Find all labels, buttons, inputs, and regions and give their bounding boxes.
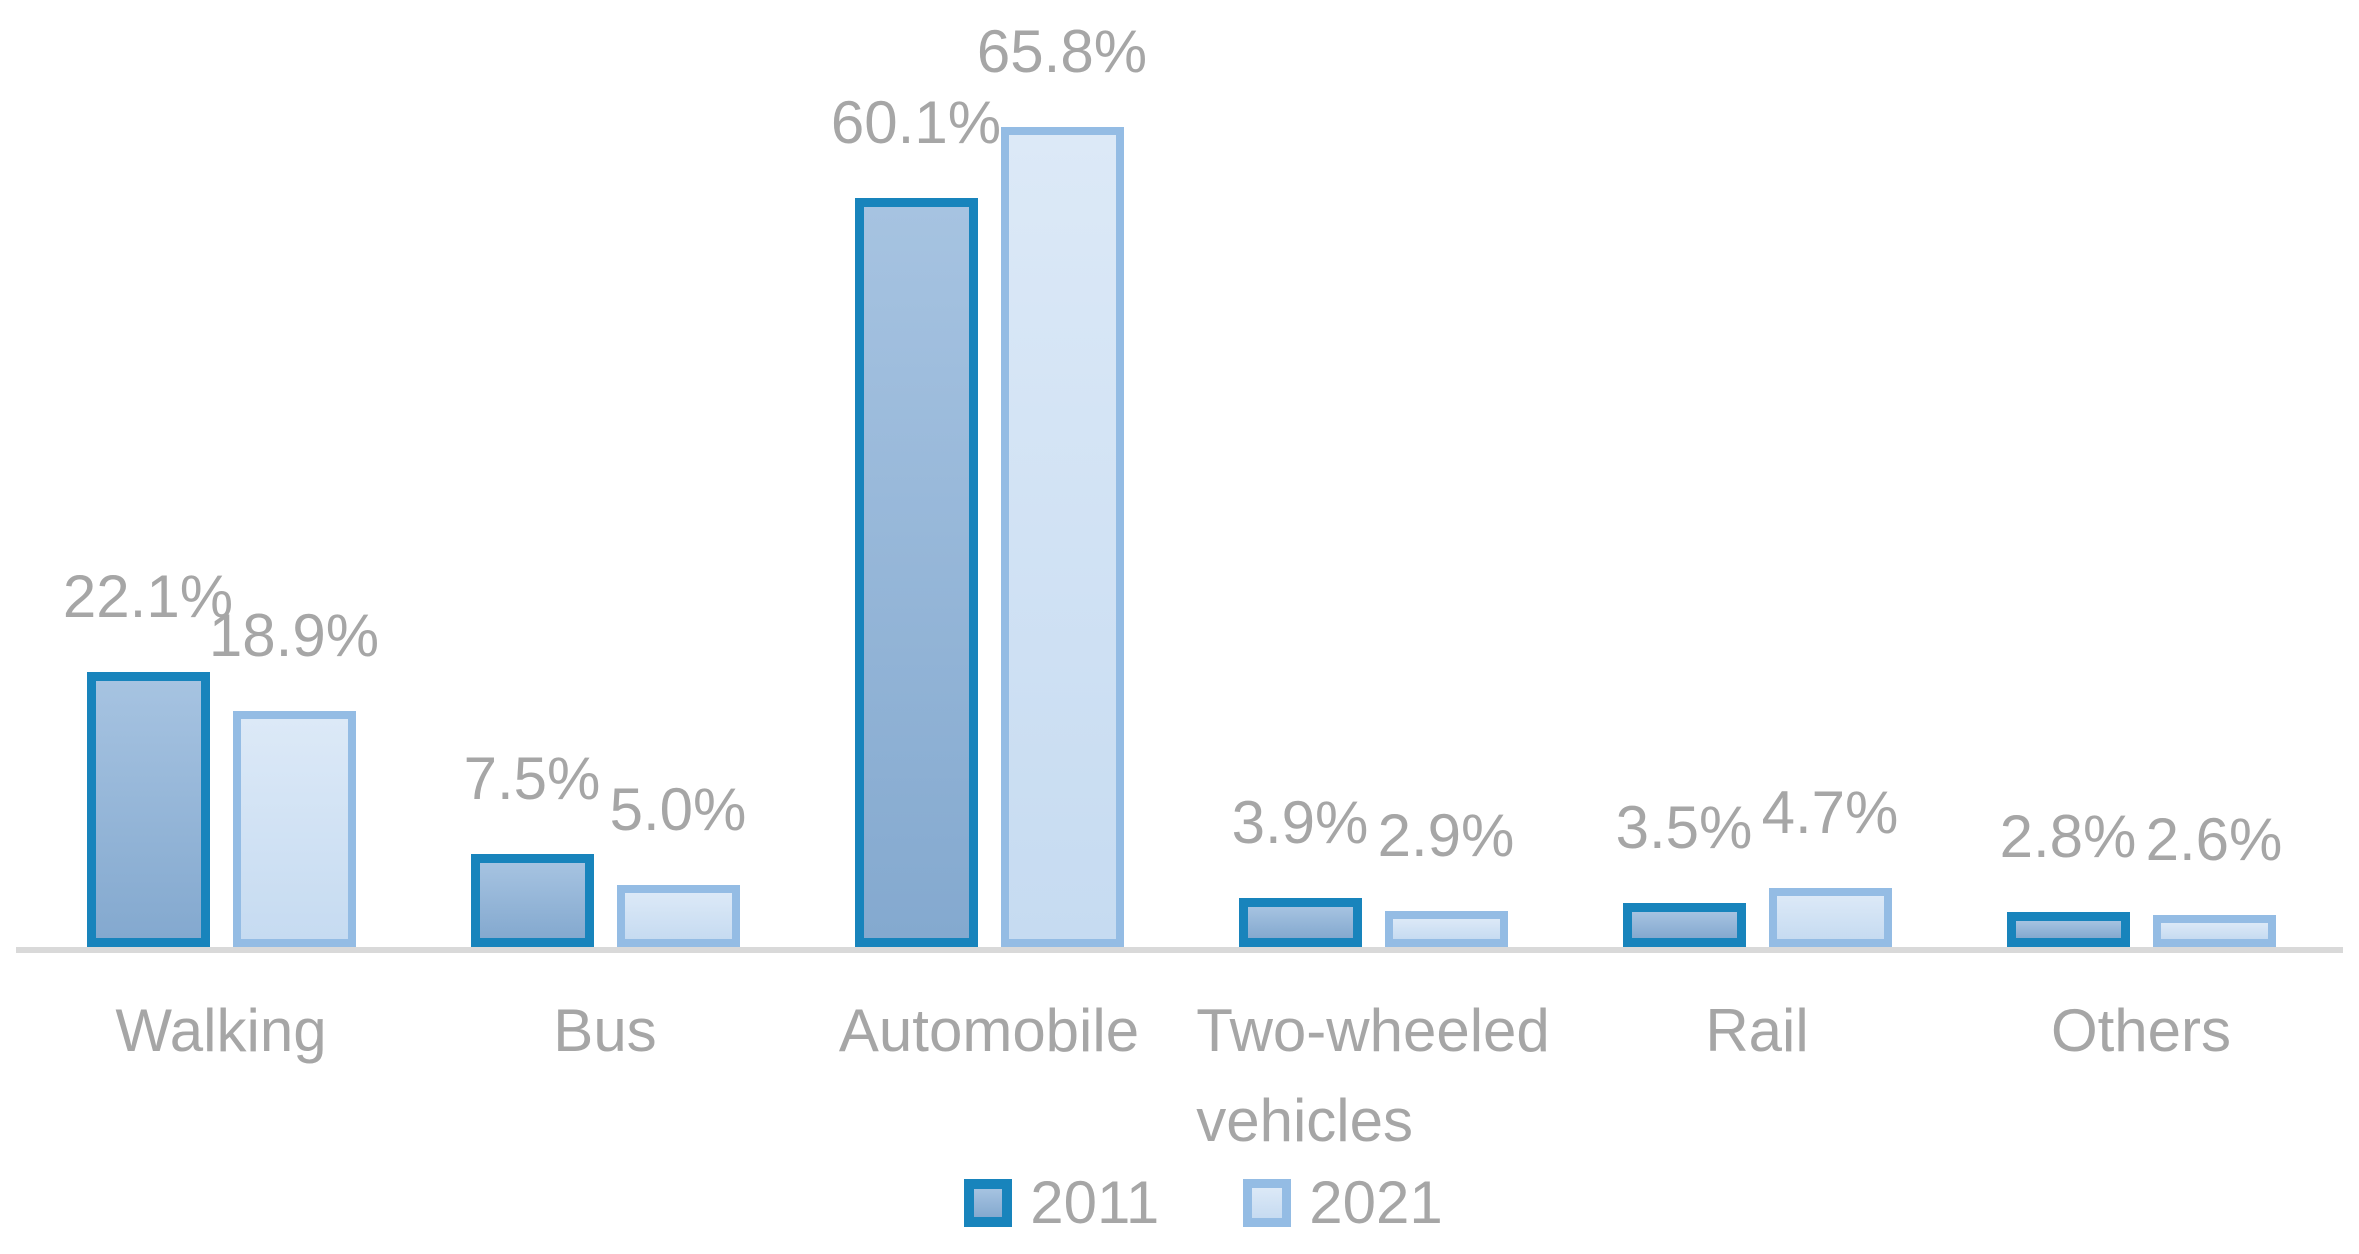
legend-label-2011: 2011 (1030, 1169, 1160, 1236)
category-label-line: Two-wheeled (1196, 997, 1550, 1064)
bar-2021-bus (616, 884, 740, 947)
bar-2021-others (2152, 914, 2276, 947)
value-label-2011-bus: 7.5% (463, 744, 601, 812)
bar-2011-walking (86, 671, 210, 947)
category-label-text: Walking (115, 986, 326, 1076)
bar-2011-automobile (854, 198, 978, 947)
value-label-2021-walking: 18.9% (208, 602, 380, 670)
legend-item-2011: 2011 (964, 1168, 1159, 1237)
bar-2021-two-wheeled-vehicles (1384, 910, 1508, 947)
category-label-line: Walking (115, 997, 327, 1064)
category-label-two-wheeled-vehicles: Two-wheeled vehicles (1181, 986, 1565, 1166)
value-label-2021-rail: 4.7% (1761, 779, 1899, 847)
bar-2011-rail (1622, 903, 1746, 947)
category-label-line: Automobile (838, 997, 1140, 1064)
category-label-line: vehicles (1196, 1087, 1414, 1154)
bar-2021-walking (232, 711, 356, 947)
category-label-text: Rail (1705, 986, 1808, 1076)
value-label-2011-walking: 22.1% (62, 562, 234, 630)
category-label-text: Others (2051, 986, 2231, 1076)
bar-2011-two-wheeled-vehicles (1238, 898, 1362, 947)
category-label-bus: Bus (413, 986, 797, 1076)
category-label-line: Others (2050, 997, 2232, 1064)
category-label-rail: Rail (1565, 986, 1949, 1076)
bar-2011-others (2006, 912, 2130, 947)
bar-2011-bus (470, 853, 594, 947)
value-label-2011-two-wheeled-vehicles: 3.9% (1231, 789, 1369, 857)
value-label-2021-others: 2.6% (2145, 805, 2283, 873)
legend-item-2021: 2021 (1243, 1168, 1443, 1237)
legend-label-2021: 2021 (1309, 1169, 1443, 1236)
value-label-2011-rail: 3.5% (1615, 794, 1753, 862)
category-label-automobile: Automobile (797, 986, 1181, 1076)
value-label-2021-automobile: 65.8% (976, 18, 1148, 85)
value-label-2011-others: 2.8% (1999, 803, 2137, 871)
category-label-walking: Walking (29, 986, 413, 1076)
category-label-text: Automobile (839, 986, 1139, 1076)
category-label-line: Rail (1705, 997, 1809, 1064)
bar-2021-rail (1768, 888, 1892, 947)
category-label-text: Two-wheeled vehicles (1196, 986, 1550, 1166)
chart-legend: 2011 2021 (24, 1168, 2359, 1237)
value-label-2021-two-wheeled-vehicles: 2.9% (1377, 801, 1515, 869)
category-label-others: Others (1949, 986, 2333, 1076)
category-label-text: Bus (553, 986, 656, 1076)
value-label-2021-bus: 5.0% (609, 775, 747, 843)
category-label-line: Bus (553, 997, 657, 1064)
bar-2021-automobile (1000, 127, 1124, 947)
x-axis-line (16, 947, 2343, 953)
legend-swatch-2011 (964, 1178, 1013, 1227)
legend-swatch-2021 (1243, 1178, 1292, 1227)
value-label-2011-automobile: 60.1% (830, 89, 1002, 157)
